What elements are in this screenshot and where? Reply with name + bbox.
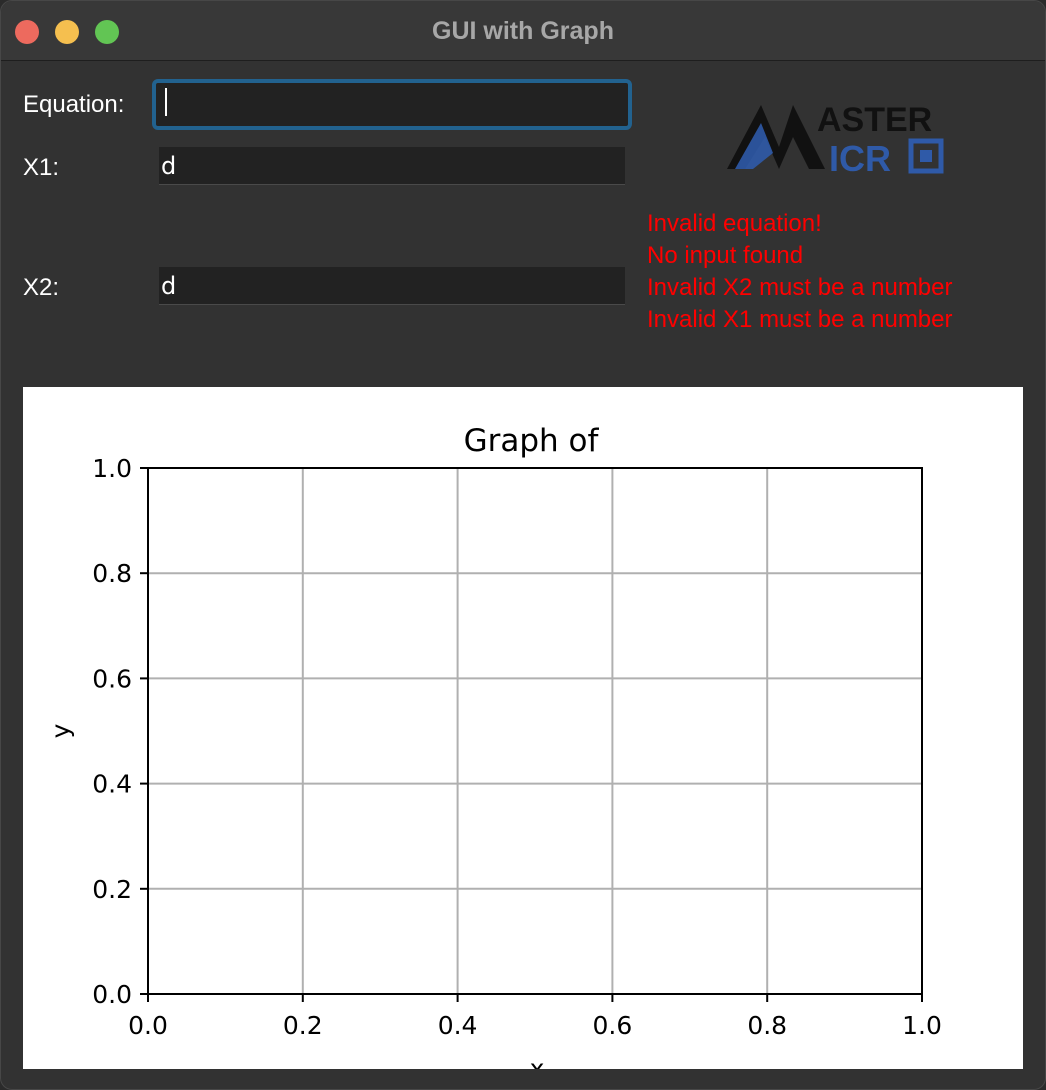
y-tick-label: 0.0: [92, 980, 132, 1009]
x-tick-label: 0.4: [438, 1011, 478, 1040]
x2-label: X2:: [23, 274, 60, 301]
error-message: Invalid X1 must be a number: [647, 306, 953, 333]
y-tick-label: 0.8: [92, 559, 132, 588]
x2-input[interactable]: d: [159, 267, 625, 305]
x-tick-label: 1.0: [902, 1011, 942, 1040]
equation-input[interactable]: [152, 79, 632, 130]
master-micro-logo: ASTER ICR: [727, 101, 944, 177]
y-tick-label: 0.2: [92, 875, 132, 904]
chart-svg: Graph of 0.0 0.2 0.4 0.6 0.8 1.00.00.20.40.60…: [46, 423, 942, 1069]
error-message: Invalid equation!: [647, 210, 822, 237]
x-tick-label: 0.8: [747, 1011, 787, 1040]
x-tick-label: 0.0: [128, 1011, 168, 1040]
x2-value: d: [161, 272, 177, 300]
equation-label: Equation:: [23, 91, 125, 118]
x1-value: d: [161, 152, 177, 180]
plot-frame: [147, 467, 923, 995]
grid: [147, 467, 923, 995]
chip-icon: [908, 138, 944, 174]
axis-ticks: 0.0 0.2 0.4 0.6 0.8 1.0 0.0 0.2 0.4 0.6 0.8 1.0: [92, 454, 942, 1040]
x-tick-label: 0.6: [593, 1011, 633, 1040]
logo-text-top: ASTER: [817, 101, 932, 139]
window-title: GUI with Graph: [432, 17, 614, 45]
close-window-button[interactable]: [15, 20, 39, 44]
y-tick-label: 1.0: [92, 454, 132, 483]
x1-label: X1:: [23, 154, 60, 181]
minimize-window-button[interactable]: [55, 20, 79, 44]
x-axis-label: x: [530, 1054, 545, 1069]
maximize-window-button[interactable]: [95, 20, 119, 44]
error-messages: Invalid equation! No input found Invalid…: [647, 208, 953, 336]
title-bar: GUI with Graph: [1, 1, 1045, 61]
error-message: Invalid X2 must be a number: [647, 274, 953, 301]
error-message: No input found: [647, 242, 804, 269]
y-axis-label: y: [46, 723, 75, 738]
chart-title: Graph of: [464, 423, 600, 459]
y-tick-label: 0.4: [92, 770, 132, 799]
text-caret: [165, 88, 167, 116]
x-tick-label: 0.2: [283, 1011, 323, 1040]
logo-text-bottom: ICR: [829, 138, 891, 177]
graph-canvas: Graph of 0.0 0.2 0.4 0.6 0.8 1.0 0.0 0.2 0.4 0.6 0…: [23, 387, 1023, 1069]
x1-input[interactable]: d: [159, 147, 625, 185]
y-tick-label: 0.6: [92, 664, 132, 693]
